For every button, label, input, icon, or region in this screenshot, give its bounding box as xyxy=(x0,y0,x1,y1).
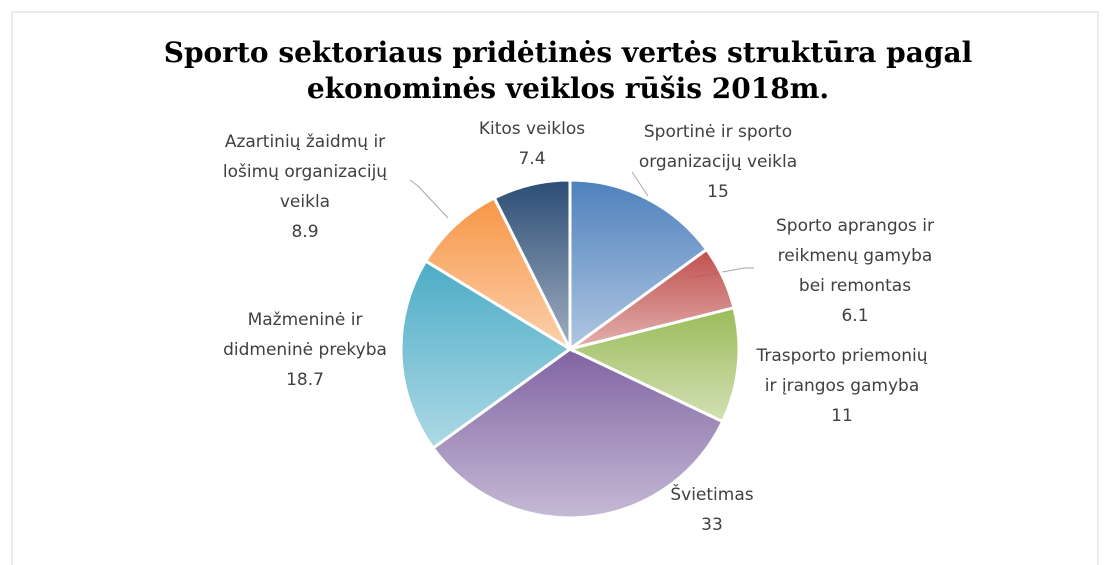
pie-slice xyxy=(565,305,741,424)
data-label-value: 7.4 xyxy=(518,149,545,169)
text-line: didmeninė prekyba xyxy=(223,340,387,360)
pie-slice xyxy=(430,347,725,520)
leader-line xyxy=(631,171,649,197)
pie-slice xyxy=(492,178,572,350)
text-line: lošimų organizacijų xyxy=(223,162,387,182)
text-line: Sporto sektoriaus pridėtinės vertės stru… xyxy=(164,36,973,69)
text-line: bei remontas xyxy=(799,276,911,296)
data-label-value: 33 xyxy=(701,515,723,535)
text-line: Švietimas xyxy=(670,483,753,505)
text-line: Azartinių žaidmų ir xyxy=(225,132,385,152)
data-label-value: 6.1 xyxy=(841,306,868,326)
text-line: Kitos veiklos xyxy=(479,119,585,139)
data-label-category: Azartinių žaidmų ir lošimų organizacijų ve… xyxy=(223,132,387,212)
text-line: organizacijų veikla xyxy=(639,152,797,172)
data-label-category: Trasporto priemonių ir įrangos gamyba xyxy=(756,346,928,396)
text-line: ekonominės veiklos rūšis 2018m. xyxy=(307,72,829,105)
data-label-category: Sporto aprangos ir reikmenų gamyba bei rem… xyxy=(776,216,934,296)
text-line: Mažmeninė ir xyxy=(248,310,363,330)
chart-title: Sporto sektoriaus pridėtinės vertės stru… xyxy=(164,36,973,105)
text-line: ir įrangos gamyba xyxy=(765,376,920,396)
data-label-category: Švietimas xyxy=(670,483,753,505)
text-line: veikla xyxy=(280,192,330,212)
data-label-category: Mažmeninė ir didmeninė prekyba xyxy=(223,310,387,360)
data-label-value: 8.9 xyxy=(291,222,318,242)
text-line: Sporto aprangos ir xyxy=(776,216,934,236)
pie-slice xyxy=(399,258,573,451)
text-line: Trasporto priemonių xyxy=(756,346,928,366)
data-label-value: 18.7 xyxy=(286,370,324,390)
pie-slice xyxy=(423,195,574,354)
text-line: reikmenų gamyba xyxy=(778,246,933,266)
data-label-category: Sportinė ir sporto organizacijų veikla xyxy=(639,122,797,172)
data-label-category: Kitos veiklos xyxy=(479,119,585,139)
pie-slice xyxy=(568,178,709,352)
data-label-value: 15 xyxy=(707,182,729,202)
text-line: Sportinė ir sporto xyxy=(644,122,792,142)
leader-line xyxy=(409,179,449,219)
data-label-value: 11 xyxy=(831,406,853,426)
